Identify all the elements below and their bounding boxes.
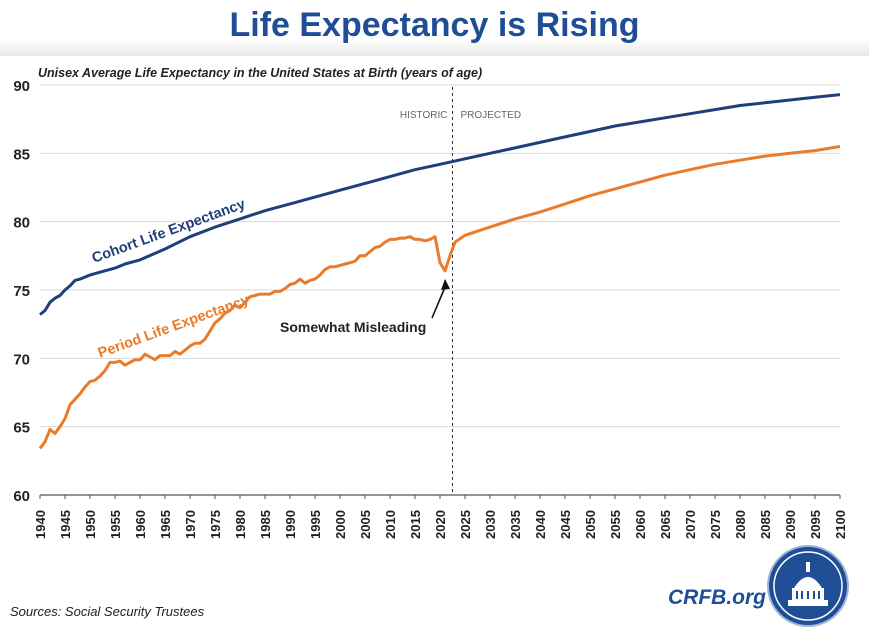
y-tick-label: 75 [13,283,30,300]
chart-subtitle: Unisex Average Life Expectancy in the Un… [38,66,482,80]
annotation-arrowhead [441,278,450,290]
title-band [0,0,869,56]
x-tick-label: 2040 [533,510,548,539]
y-tick-label: 65 [13,420,30,437]
x-tick-label: 2070 [683,510,698,539]
x-tick-label: 2035 [508,510,523,539]
sources-note: Sources: Social Security Trustees [10,604,205,619]
x-tick-label: 2090 [783,510,798,539]
x-tick-label: 2030 [483,510,498,539]
crfb-capitol-logo-icon [767,545,849,627]
x-tick-label: 2075 [708,510,723,539]
cohort-series-label: Cohort Life Expectancy [90,196,248,266]
series-line-period [38,145,841,450]
x-tick-label: 1990 [283,510,298,539]
x-tick-label: 1970 [183,510,198,539]
x-tick-label: 1980 [233,510,248,539]
x-tick-label: 1950 [83,510,98,539]
y-tick-label: 85 [13,146,30,163]
x-tick-label: 2065 [658,510,673,539]
x-tick-label: 2080 [733,510,748,539]
x-tick-label: 2025 [458,510,473,539]
x-tick-label: 2055 [608,510,623,539]
x-tick-label: 2100 [833,510,848,539]
x-tick-label: 2095 [808,510,823,539]
series-lines [38,93,841,450]
misleading-annotation: Somewhat Misleading [280,319,426,335]
x-tick-label: 2000 [333,510,348,539]
projected-label: PROJECTED [461,110,522,121]
x-tick-label: 1975 [208,510,223,539]
gridlines [40,84,840,496]
y-axis-ticks: 60 65 70 75 80 85 90 [13,78,30,505]
x-tick-label: 1955 [108,510,123,539]
historic-label: HISTORIC [400,110,448,121]
x-tick-label: 1945 [58,510,73,539]
chart-title: Life Expectancy is Rising [229,6,640,44]
historic-projected-divider: HISTORIC PROJECTED [400,87,521,495]
x-tick-label: 1985 [258,510,273,539]
x-tick-label: 1995 [308,510,323,539]
x-tick-label: 1940 [33,510,48,539]
series-line-cohort [39,93,841,316]
y-tick-label: 80 [13,215,30,232]
y-tick-label: 90 [13,78,30,95]
y-tick-label: 60 [13,488,30,505]
x-tick-label: 2050 [583,510,598,539]
x-tick-label: 2060 [633,510,648,539]
x-tick-label: 2085 [758,510,773,539]
x-tick-label: 2010 [383,510,398,539]
x-tick-label: 2005 [358,510,373,539]
site-link[interactable]: CRFB.org [668,586,766,609]
x-tick-label: 1960 [133,510,148,539]
y-tick-label: 70 [13,351,30,368]
annotation-arrow [431,284,447,319]
x-tick-label: 2045 [558,510,573,539]
x-tick-label: 2015 [408,510,423,539]
x-tick-label: 1965 [158,510,173,539]
x-axis-ticks: 1940 1945 1950 1955 1960 1965 1970 1975 1980 1985… [33,495,848,539]
x-tick-label: 2020 [433,510,448,539]
